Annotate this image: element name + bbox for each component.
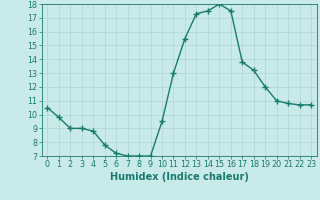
X-axis label: Humidex (Indice chaleur): Humidex (Indice chaleur) bbox=[110, 172, 249, 182]
